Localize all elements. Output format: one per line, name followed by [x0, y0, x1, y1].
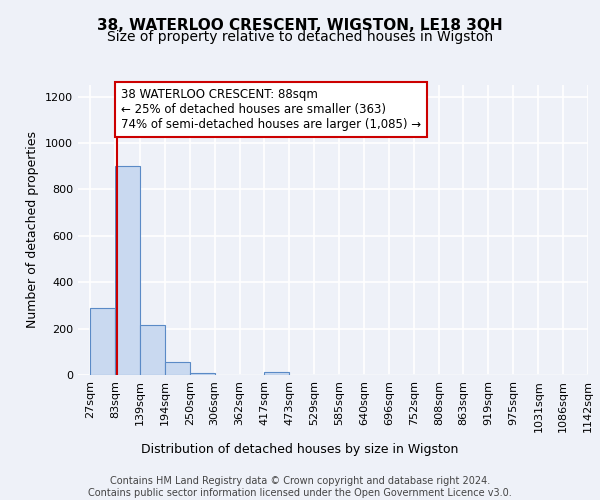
Text: Contains HM Land Registry data © Crown copyright and database right 2024.: Contains HM Land Registry data © Crown c…: [110, 476, 490, 486]
Y-axis label: Number of detached properties: Number of detached properties: [26, 132, 40, 328]
Text: Contains public sector information licensed under the Open Government Licence v3: Contains public sector information licen…: [88, 488, 512, 498]
Bar: [115, 166, 140, 375]
Bar: [164, 362, 190, 375]
Text: Size of property relative to detached houses in Wigston: Size of property relative to detached ho…: [107, 30, 493, 44]
Bar: [140, 325, 164, 375]
Bar: [264, 372, 289, 375]
Text: 38 WATERLOO CRESCENT: 88sqm
← 25% of detached houses are smaller (363)
74% of se: 38 WATERLOO CRESCENT: 88sqm ← 25% of det…: [121, 88, 421, 131]
Bar: [90, 308, 115, 375]
Bar: [190, 372, 215, 375]
Text: 38, WATERLOO CRESCENT, WIGSTON, LE18 3QH: 38, WATERLOO CRESCENT, WIGSTON, LE18 3QH: [97, 18, 503, 32]
Text: Distribution of detached houses by size in Wigston: Distribution of detached houses by size …: [142, 442, 458, 456]
